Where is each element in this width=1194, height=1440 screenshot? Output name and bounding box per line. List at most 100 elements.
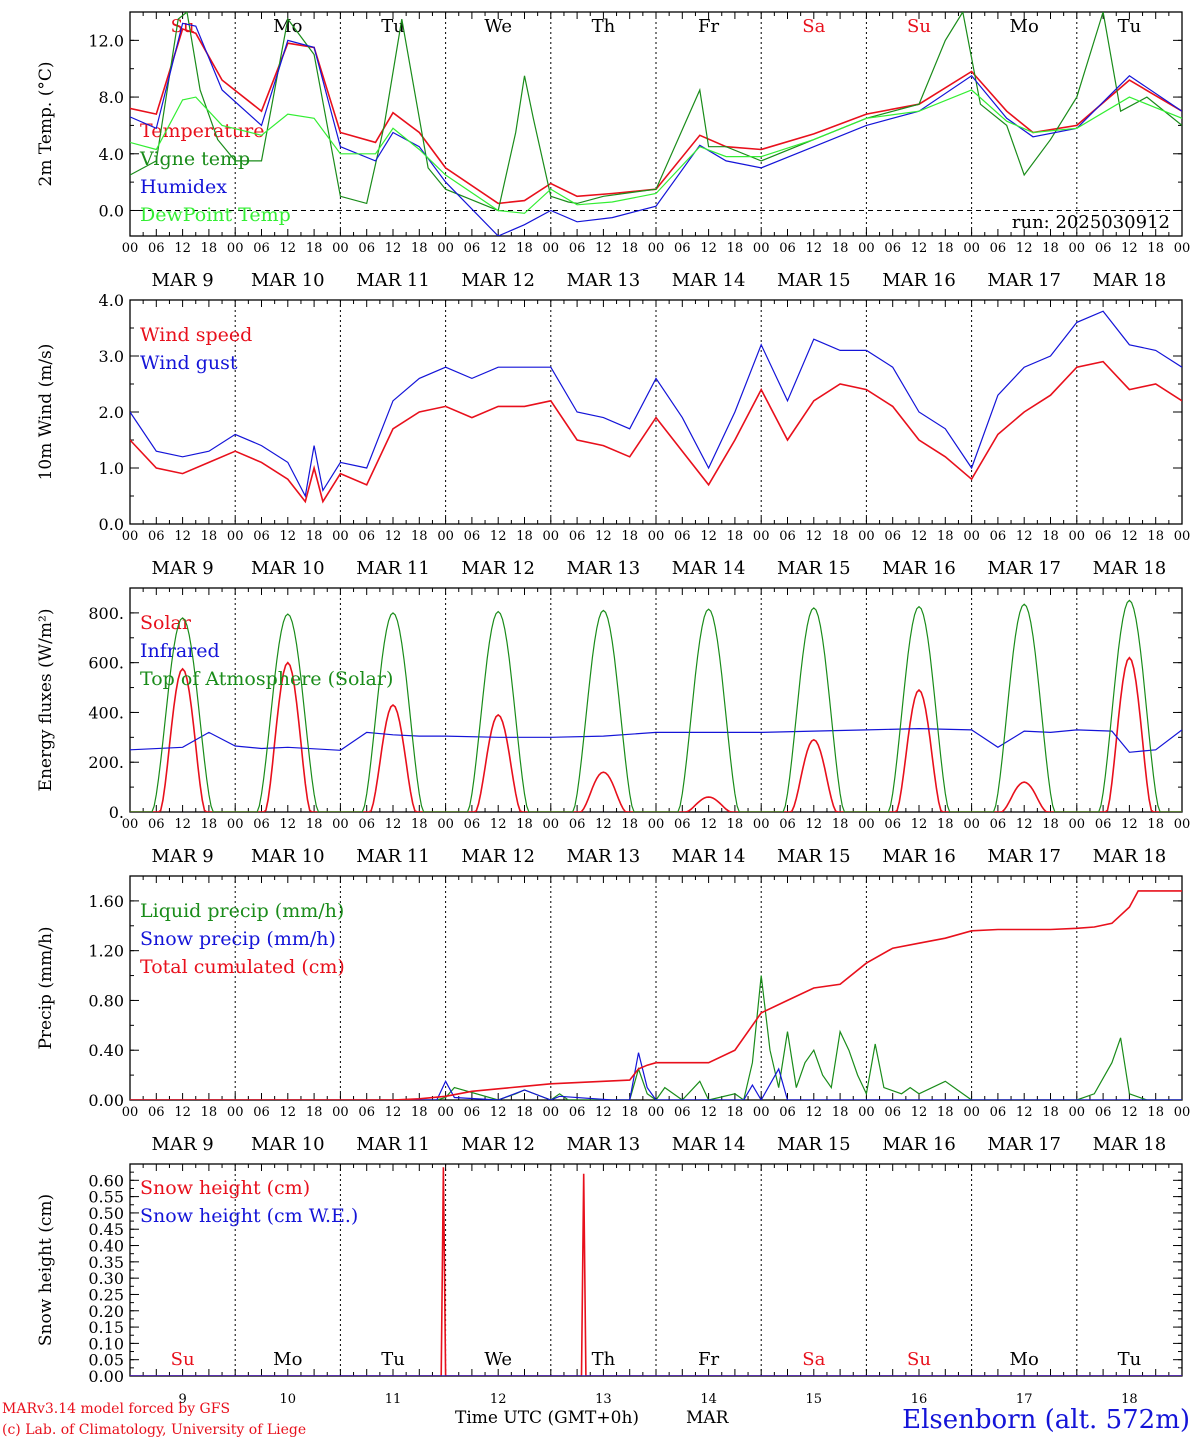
x-hour-tick: 18	[621, 529, 638, 544]
series-line-4	[130, 89, 1182, 214]
x-hour-tick: 00	[122, 1105, 139, 1120]
day-abbrev: Su	[907, 1349, 931, 1370]
x-hour-tick: 00	[1069, 241, 1086, 256]
x-hour-tick: 18	[306, 1105, 323, 1120]
y-tick-label: 0.25	[88, 1285, 124, 1304]
x-hour-tick: 18	[937, 1105, 954, 1120]
x-hour-tick: 00	[437, 817, 454, 832]
x-hour-tick: 00	[1174, 241, 1191, 256]
x-hour-tick: 00	[963, 817, 980, 832]
x-hour-tick: 06	[779, 529, 796, 544]
x-hour-tick: 06	[779, 1105, 796, 1120]
x-hour-tick: 06	[464, 241, 481, 256]
day-abbrev: We	[484, 1349, 512, 1370]
x-hour-tick: 12	[806, 529, 823, 544]
day-abbrev: Th	[592, 1349, 616, 1370]
x-hour-tick: 18	[1042, 817, 1059, 832]
x-hour-tick: 12	[1121, 241, 1138, 256]
panel-2: 0.0 1.0 2.0 3.0 4.0 10m Wind (m/s) 00 06 12 18 MAR…	[36, 291, 1190, 579]
x-hour-tick: 12	[385, 817, 402, 832]
x-hour-tick: 00	[858, 1105, 875, 1120]
x-date-label: MAR 9	[152, 846, 214, 867]
x-hour-tick: 18	[201, 241, 218, 256]
x-hour-tick: 18	[201, 529, 218, 544]
panel-1: 0.0 4.0 8.0 12.0 2m Temp. (°C) 00 06 12 18 MAR 9 0…	[36, 11, 1191, 291]
x-hour-tick: 12	[1121, 817, 1138, 832]
x-hour-tick: 06	[569, 529, 586, 544]
x-hour-tick: 00	[227, 241, 244, 256]
x-date-label: MAR 9	[152, 270, 214, 291]
y-axis-label: 2m Temp. (°C)	[36, 61, 56, 186]
legend-entry: Top of Atmosphere (Solar)	[140, 668, 393, 690]
legend-entry: Solar	[140, 612, 192, 634]
x-date-label: MAR 13	[567, 558, 641, 579]
legend-entry: Liquid precip (mm/h)	[140, 900, 344, 922]
x-date-label: MAR 14	[672, 1134, 746, 1155]
day-abbrev: We	[484, 16, 512, 37]
x-date-label: MAR 10	[251, 846, 325, 867]
y-tick-label: 0.45	[88, 1220, 124, 1239]
x-hour-tick: 06	[674, 817, 691, 832]
x-hour-tick: 06	[148, 817, 165, 832]
day-abbrev: Mo	[273, 1349, 302, 1370]
x-hour-tick: 18	[411, 529, 428, 544]
x-hour-tick: 06	[253, 1105, 270, 1120]
x-hour-tick: 06	[253, 529, 270, 544]
y-tick-label: 2.0	[99, 403, 124, 422]
x-hour-tick: 06	[990, 241, 1007, 256]
series-line-1	[130, 1167, 1182, 1376]
x-hour-tick: 06	[148, 241, 165, 256]
series-line-1	[130, 27, 1182, 205]
x-hour-tick: 00	[1174, 817, 1191, 832]
x-day-number: 9	[178, 1392, 186, 1407]
x-hour-tick: 18	[727, 529, 744, 544]
y-tick-label: 1.60	[88, 892, 124, 911]
x-hour-tick: 12	[174, 529, 191, 544]
x-date-label: MAR 10	[251, 270, 325, 291]
x-hour-tick: 12	[700, 241, 717, 256]
day-abbrev: Mo	[1010, 1349, 1039, 1370]
x-day-number: 13	[595, 1392, 612, 1407]
x-date-label: MAR 10	[251, 558, 325, 579]
y-tick-label: 0.15	[88, 1318, 124, 1337]
x-hour-tick: 18	[306, 817, 323, 832]
x-date-label: MAR 17	[987, 558, 1061, 579]
x-hour-tick: 00	[648, 529, 665, 544]
x-date-label: MAR 11	[356, 846, 430, 867]
x-hour-tick: 18	[411, 1105, 428, 1120]
panel-4: 0.00 0.40 0.80 1.20 1.60 Precip (mm/h) 00 06 12 1…	[36, 875, 1191, 1155]
x-date-label: MAR 10	[251, 1134, 325, 1155]
day-abbrev: Tu	[1118, 16, 1142, 37]
y-tick-label: 0.0	[99, 515, 124, 534]
y-axis-label: Snow height (cm)	[36, 1194, 56, 1346]
x-hour-tick: 12	[490, 1105, 507, 1120]
legend-entry: Total cumulated (cm)	[140, 956, 345, 978]
y-tick-label: 0.00	[88, 1367, 124, 1386]
legend-entry: Snow height (cm)	[140, 1177, 310, 1199]
x-hour-tick: 18	[201, 817, 218, 832]
panel-5: 0.000.050.100.150.200.250.300.350.400.45…	[36, 1163, 1183, 1407]
y-tick-label: 4.0	[99, 145, 124, 164]
x-hour-tick: 12	[1016, 529, 1033, 544]
x-hour-tick: 12	[700, 817, 717, 832]
x-hour-tick: 06	[990, 817, 1007, 832]
day-abbrev: Tu	[1118, 1349, 1142, 1370]
x-hour-tick: 06	[148, 529, 165, 544]
x-hour-tick: 00	[1069, 529, 1086, 544]
x-hour-tick: 00	[227, 817, 244, 832]
x-date-label: MAR 16	[882, 558, 956, 579]
x-hour-tick: 18	[411, 817, 428, 832]
x-date-label: MAR 18	[1093, 1134, 1167, 1155]
x-hour-tick: 12	[280, 241, 297, 256]
series-line-2	[130, 12, 1182, 212]
y-tick-label: 0.35	[88, 1253, 124, 1272]
x-hour-tick: 00	[1174, 1105, 1191, 1120]
y-tick-label: 3.0	[99, 347, 124, 366]
x-hour-tick: 18	[1147, 529, 1164, 544]
y-tick-label: 0.05	[88, 1351, 124, 1370]
x-date-label: MAR 9	[152, 558, 214, 579]
x-hour-tick: 06	[1095, 817, 1112, 832]
x-hour-tick: 12	[280, 529, 297, 544]
series-line-3	[130, 890, 1182, 1100]
day-abbrev: Tu	[381, 16, 405, 37]
